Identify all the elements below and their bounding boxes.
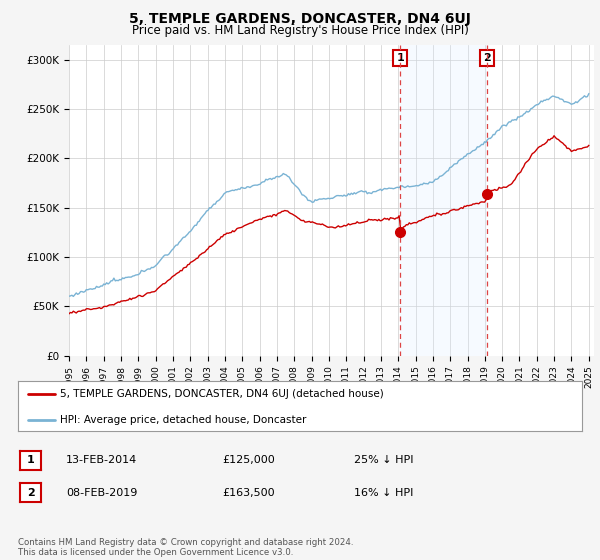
Text: £125,000: £125,000: [222, 455, 275, 465]
Text: Price paid vs. HM Land Registry's House Price Index (HPI): Price paid vs. HM Land Registry's House …: [131, 24, 469, 37]
Bar: [400, 45, 487, 356]
Text: 1: 1: [27, 455, 34, 465]
Text: 5, TEMPLE GARDENS, DONCASTER, DN4 6UJ: 5, TEMPLE GARDENS, DONCASTER, DN4 6UJ: [129, 12, 471, 26]
Text: 2: 2: [483, 53, 491, 63]
Text: Contains HM Land Registry data © Crown copyright and database right 2024.
This d: Contains HM Land Registry data © Crown c…: [18, 538, 353, 557]
Text: £163,500: £163,500: [222, 488, 275, 498]
Text: 08-FEB-2019: 08-FEB-2019: [66, 488, 137, 498]
Text: 5, TEMPLE GARDENS, DONCASTER, DN4 6UJ (detached house): 5, TEMPLE GARDENS, DONCASTER, DN4 6UJ (d…: [60, 389, 384, 399]
Text: 16% ↓ HPI: 16% ↓ HPI: [354, 488, 413, 498]
Text: 1: 1: [396, 53, 404, 63]
Text: HPI: Average price, detached house, Doncaster: HPI: Average price, detached house, Donc…: [60, 415, 307, 425]
Text: 13-FEB-2014: 13-FEB-2014: [66, 455, 137, 465]
Text: 25% ↓ HPI: 25% ↓ HPI: [354, 455, 413, 465]
Text: 2: 2: [27, 488, 34, 498]
